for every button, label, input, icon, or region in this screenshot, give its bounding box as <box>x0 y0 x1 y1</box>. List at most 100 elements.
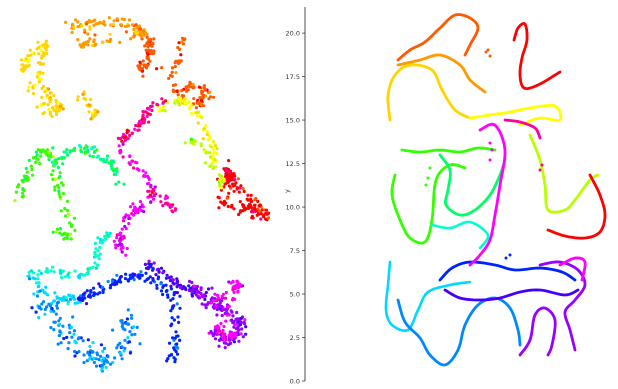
scatter-point <box>25 57 28 60</box>
scatter-point <box>143 110 146 113</box>
scatter-point <box>161 293 164 296</box>
scatter-point <box>176 281 179 284</box>
scatter-point <box>205 151 208 154</box>
scatter-point <box>184 286 187 289</box>
scatter-point <box>53 299 56 302</box>
scatter-point <box>76 98 79 101</box>
scatter-point <box>206 130 209 133</box>
scatter-point <box>152 279 155 282</box>
scatter-point <box>99 355 102 358</box>
y-tick-label: 5.0 <box>290 290 300 298</box>
scatter-point <box>228 174 231 177</box>
scatter-point <box>36 154 39 157</box>
scatter-point <box>21 195 24 198</box>
scatter-point <box>138 276 141 279</box>
scatter-point <box>135 210 138 213</box>
scatter-point <box>57 101 60 104</box>
scatter-point <box>150 109 153 112</box>
scatter-point <box>128 155 131 158</box>
scatter-point <box>197 121 200 124</box>
scatter-point <box>89 117 92 120</box>
scatter-point <box>81 93 84 96</box>
trajectory-point <box>489 159 492 162</box>
scatter-point <box>169 309 172 312</box>
scatter-point <box>88 19 91 22</box>
scatter-point <box>121 357 124 360</box>
scatter-point <box>43 43 46 46</box>
scatter-point <box>53 163 56 166</box>
scatter-point <box>131 159 134 162</box>
scatter-point <box>51 307 54 310</box>
scatter-point <box>63 207 66 210</box>
scatter-point <box>178 295 181 298</box>
scatter-point <box>40 103 43 106</box>
scatter-point <box>96 249 99 252</box>
scatter-point <box>177 93 180 96</box>
scatter-point <box>55 295 58 298</box>
scatter-point <box>178 48 181 51</box>
scatter-point <box>216 308 219 311</box>
scatter-point <box>92 155 95 158</box>
scatter-point <box>50 173 53 176</box>
scatter-point <box>142 169 145 172</box>
scatter-point <box>59 227 62 230</box>
scatter-point <box>52 328 55 331</box>
scatter-point <box>58 330 61 333</box>
scatter-point <box>111 23 114 26</box>
scatter-point <box>107 280 110 283</box>
scatter-point <box>118 41 121 44</box>
scatter-point <box>198 96 201 99</box>
scatter-point <box>162 101 165 104</box>
scatter-point <box>144 272 147 275</box>
scatter-point <box>130 317 133 320</box>
scatter-point <box>155 287 158 290</box>
scatter-point <box>217 345 220 348</box>
scatter-point <box>124 277 127 280</box>
scatter-point <box>92 287 95 290</box>
scatter-point <box>202 104 205 107</box>
scatter-point <box>152 37 155 40</box>
scatter-point <box>179 98 182 101</box>
scatter-point <box>177 321 180 324</box>
scatter-point <box>71 31 74 34</box>
scatter-point <box>173 318 176 321</box>
scatter-point <box>244 325 247 328</box>
scatter-point <box>240 327 243 330</box>
scatter-point <box>134 273 137 276</box>
scatter-point <box>87 338 90 341</box>
scatter-point <box>62 107 65 110</box>
scatter-point <box>26 60 29 63</box>
scatter-point <box>88 345 91 348</box>
scatter-point <box>36 277 39 280</box>
scatter-point <box>132 166 135 169</box>
scatter-point <box>88 353 91 356</box>
scatter-point <box>92 40 95 43</box>
scatter-point <box>214 144 217 147</box>
scatter-point <box>164 197 167 200</box>
scatter-point <box>238 191 241 194</box>
scatter-point <box>39 155 42 158</box>
scatter-point <box>170 287 173 290</box>
scatter-point <box>224 338 227 341</box>
scatter-point <box>103 235 106 238</box>
scatter-point <box>239 200 242 203</box>
scatter-point <box>125 322 128 325</box>
scatter-point <box>164 109 167 112</box>
scatter-point <box>65 148 68 151</box>
scatter-point <box>220 309 223 312</box>
scatter-point <box>228 313 231 316</box>
y-tick-label: 0.0 <box>290 377 300 385</box>
scatter-point <box>221 314 224 317</box>
scatter-point <box>77 296 80 299</box>
trajectory-point <box>541 164 544 167</box>
scatter-point <box>197 111 200 114</box>
scatter-point <box>122 183 125 186</box>
scatter-point <box>47 158 50 161</box>
scatter-point <box>144 263 147 266</box>
scatter-point <box>68 331 71 334</box>
scatter-point <box>114 246 117 249</box>
scatter-point <box>181 99 184 102</box>
scatter-point <box>99 158 102 161</box>
scatter-point <box>142 175 145 178</box>
scatter-point <box>113 173 116 176</box>
